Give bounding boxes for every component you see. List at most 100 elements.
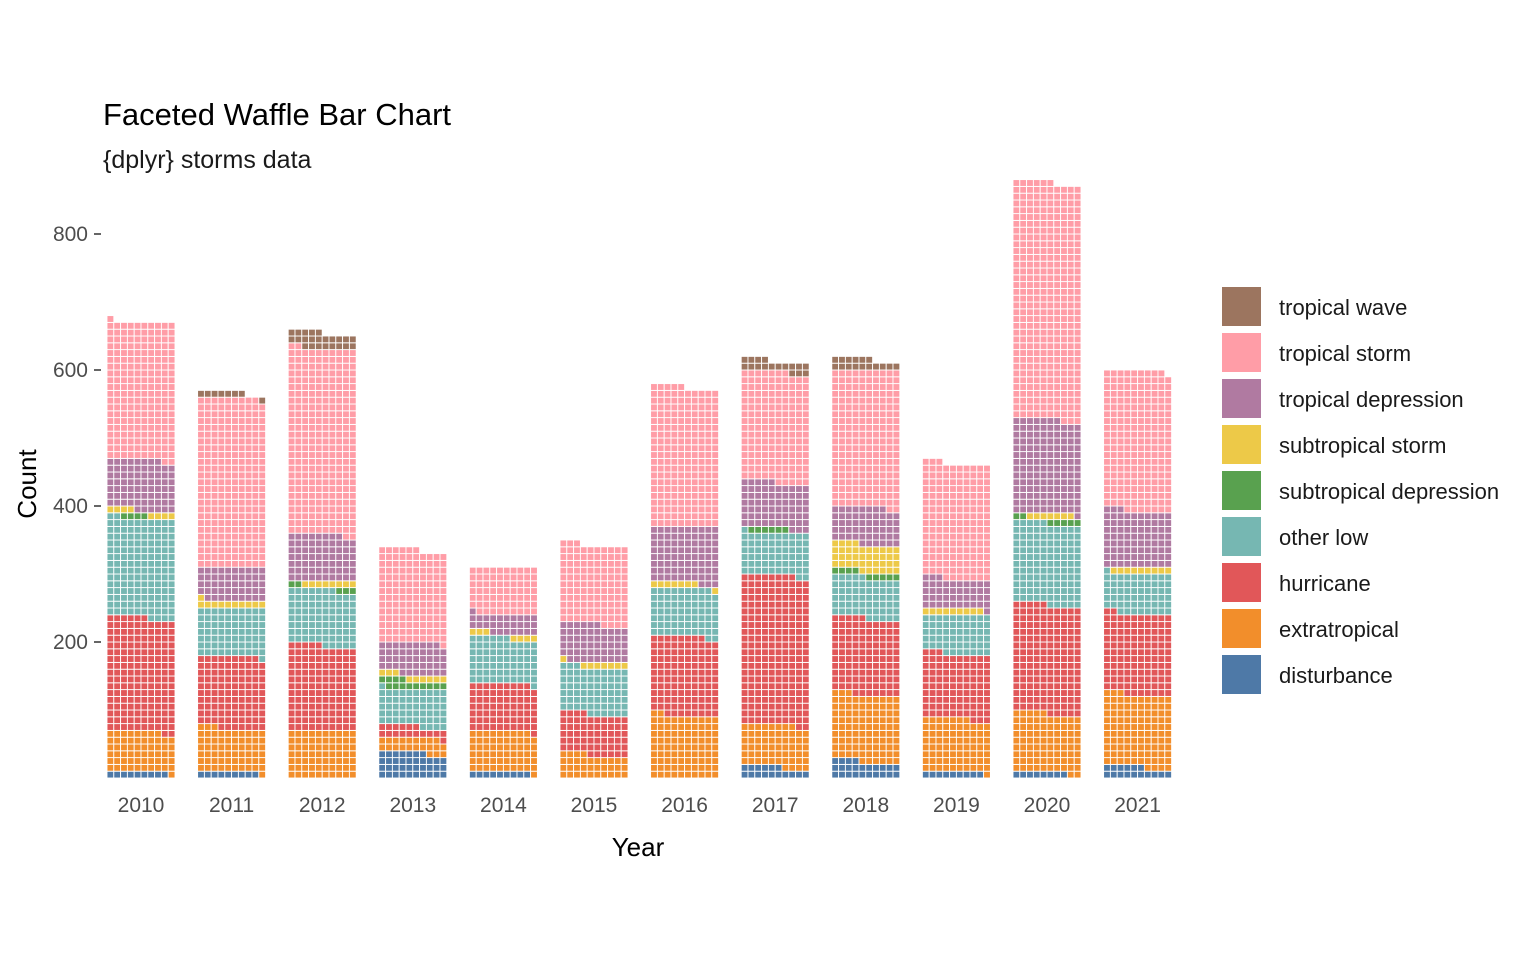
waffle-cell: [133, 396, 142, 405]
waffle-cell: [976, 655, 985, 663]
waffle-cell: [711, 600, 720, 609]
waffle-cell: [586, 593, 595, 602]
waffle-cell: [844, 478, 853, 487]
waffle-cell: [788, 634, 797, 643]
waffle-cell: [969, 621, 978, 629]
waffle-cell: [251, 559, 260, 568]
waffle-cell: [740, 600, 749, 609]
waffle-cell: [747, 580, 756, 589]
waffle-cell: [586, 716, 595, 725]
waffle-cell: [419, 634, 427, 643]
waffle-cell: [308, 335, 316, 344]
waffle-cell: [509, 607, 518, 616]
waffle-cell: [684, 437, 692, 446]
waffle-cell: [663, 736, 672, 745]
waffle-cell: [348, 491, 357, 500]
waffle-cell: [656, 736, 665, 745]
waffle-cell: [865, 519, 874, 527]
waffle-cell: [140, 682, 149, 691]
waffle-cell: [747, 471, 756, 480]
waffle-cell: [650, 743, 658, 752]
waffle-cell: [335, 383, 344, 391]
waffle-cell: [509, 634, 518, 643]
waffle-cell: [287, 519, 296, 527]
waffle-cell: [439, 736, 448, 745]
waffle-cell: [767, 770, 776, 779]
waffle-cell: [432, 627, 441, 636]
waffle-cell: [838, 355, 846, 364]
waffle-cell: [425, 655, 434, 663]
waffle-cell: [663, 682, 672, 691]
waffle-cell: [237, 600, 246, 609]
waffle-cell: [167, 321, 176, 330]
waffle-cell: [160, 546, 169, 555]
waffle-cell: [865, 675, 874, 684]
waffle-cell: [872, 648, 880, 657]
waffle-cell: [949, 682, 957, 691]
waffle-cell: [217, 655, 226, 663]
waffle-cell: [167, 600, 176, 609]
waffle-cell: [391, 559, 400, 568]
waffle-cell: [113, 457, 122, 466]
waffle-cell: [650, 505, 658, 514]
waffle-cell: [126, 498, 135, 507]
waffle-cell: [761, 614, 769, 623]
waffle-cell: [559, 559, 568, 568]
waffle-cell: [838, 383, 846, 391]
waffle-cell: [348, 614, 357, 623]
waffle-cell: [378, 607, 387, 616]
waffle-cell: [378, 546, 387, 555]
waffle-cell: [761, 423, 769, 432]
waffle-cell: [321, 376, 330, 385]
waffle-cell: [348, 417, 357, 425]
waffle-cell: [419, 668, 427, 677]
waffle-cell: [496, 600, 504, 609]
waffle-cell: [767, 634, 776, 643]
waffle-cell: [872, 383, 880, 391]
waffle-cell: [321, 695, 330, 704]
waffle-cell: [258, 430, 267, 439]
waffle-cell: [335, 634, 344, 643]
waffle-cell: [892, 675, 901, 684]
waffle-cell: [154, 675, 162, 684]
waffle-cell: [955, 689, 964, 697]
waffle-cell: [663, 539, 672, 548]
waffle-cell: [106, 695, 115, 704]
waffle-cell: [690, 641, 699, 650]
waffle-cell: [231, 750, 239, 759]
waffle-cell: [781, 648, 790, 657]
waffle-cell: [348, 519, 357, 527]
waffle-cell: [670, 485, 679, 493]
waffle-cell: [976, 614, 985, 623]
waffle-cell: [976, 661, 985, 670]
waffle-cell: [656, 546, 665, 555]
waffle-cell: [516, 750, 525, 759]
waffle-cell: [774, 539, 783, 548]
waffle-cell: [287, 417, 296, 425]
waffle-cell: [865, 689, 874, 697]
waffle-cell: [878, 539, 887, 548]
waffle-cell: [321, 600, 330, 609]
waffle-cell: [419, 648, 427, 657]
waffle-cell: [197, 627, 205, 636]
waffle-cell: [482, 614, 491, 623]
waffle-cell: [496, 750, 504, 759]
waffle-cell: [439, 709, 448, 718]
waffle-cell: [747, 396, 756, 405]
waffle-cell: [314, 641, 323, 650]
waffle-cell: [140, 716, 149, 725]
waffle-cell: [788, 593, 797, 602]
waffle-cell: [126, 729, 135, 738]
waffle-cell: [559, 580, 568, 589]
waffle-cell: [684, 655, 692, 663]
waffle-cell: [872, 376, 880, 385]
waffle-cell: [613, 600, 622, 609]
waffle-cell: [412, 763, 421, 772]
waffle-cell: [335, 716, 344, 725]
waffle-cell: [160, 464, 169, 473]
waffle-cell: [133, 627, 142, 636]
waffle-cell: [197, 478, 205, 487]
waffle-cell: [210, 634, 219, 643]
waffle-cell: [308, 709, 316, 718]
waffle-cell: [154, 464, 162, 473]
